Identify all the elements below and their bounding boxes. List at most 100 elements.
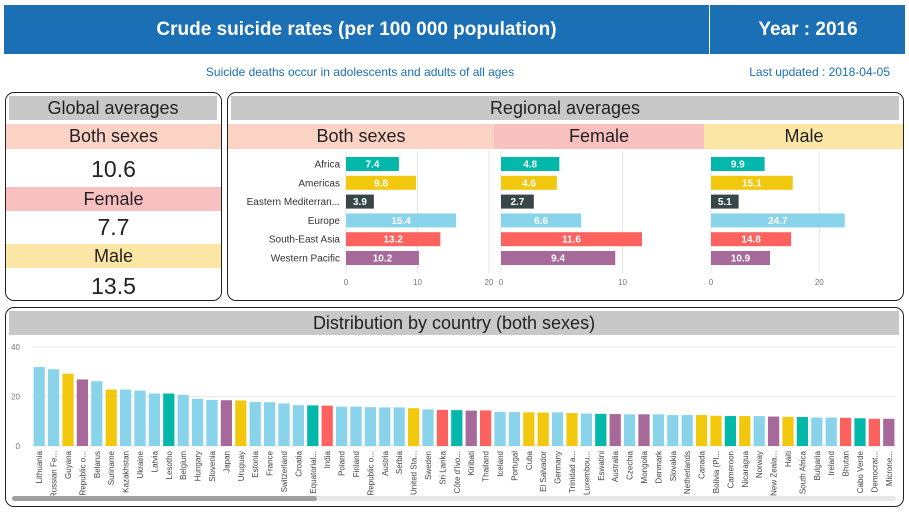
country-bar-21[interactable] xyxy=(335,406,348,446)
country-bar-16[interactable] xyxy=(263,402,276,446)
country-bar-31[interactable] xyxy=(479,410,492,446)
country-bar-43[interactable] xyxy=(652,414,665,446)
bar-male-4[interactable] xyxy=(711,232,792,247)
country-bar-58[interactable] xyxy=(868,418,881,446)
bar-both-5[interactable] xyxy=(346,251,419,265)
country-label-57: Cabo Verde xyxy=(856,450,865,493)
country-bar-37[interactable] xyxy=(566,413,578,446)
bar-both-3[interactable] xyxy=(346,213,457,228)
country-bar-41[interactable] xyxy=(623,414,636,446)
country-bar-45[interactable] xyxy=(681,415,693,446)
country-bar-50[interactable] xyxy=(753,416,765,446)
country-bar-40[interactable] xyxy=(609,414,621,446)
country-bar-29[interactable] xyxy=(451,410,463,446)
tick-label-both-0: 0 xyxy=(344,278,349,287)
country-bar-24[interactable] xyxy=(379,407,391,446)
country-bar-44[interactable] xyxy=(667,415,679,446)
country-bar-13[interactable] xyxy=(220,400,233,446)
country-bar-32[interactable] xyxy=(494,411,506,446)
country-bar-56[interactable] xyxy=(839,417,852,446)
country-bar-25[interactable] xyxy=(393,407,405,446)
country-bar-6[interactable] xyxy=(119,389,132,446)
bar-female-2[interactable] xyxy=(501,194,534,209)
bar-female-1[interactable] xyxy=(501,175,557,190)
global-male-label: Male xyxy=(6,244,221,268)
country-bar-22[interactable] xyxy=(350,406,362,446)
last-updated: Last updated : 2018-04-05 xyxy=(749,65,890,79)
bar-female-5[interactable] xyxy=(501,251,616,265)
bar-female-3[interactable] xyxy=(501,213,582,228)
country-bar-27[interactable] xyxy=(422,409,434,446)
country-bar-12[interactable] xyxy=(206,399,218,446)
country-label-22: Finland xyxy=(352,451,361,477)
bar-female-0[interactable] xyxy=(501,157,560,171)
country-bar-48[interactable] xyxy=(724,416,737,446)
country-bar-52[interactable] xyxy=(782,416,794,446)
country-bar-33[interactable] xyxy=(508,412,521,446)
country-label-54: Bulgaria xyxy=(813,450,822,480)
country-bar-9[interactable] xyxy=(163,393,175,446)
country-label-45: Netherlands xyxy=(683,451,692,494)
country-bar-19[interactable] xyxy=(307,405,319,446)
country-bar-59[interactable] xyxy=(883,418,895,446)
country-bar-2[interactable] xyxy=(62,373,74,446)
bar-value-male-2: 5.1 xyxy=(718,197,732,208)
bar-value-both-5: 10.2 xyxy=(373,254,393,265)
bar-male-3[interactable] xyxy=(711,213,845,228)
bar-value-female-1: 4.6 xyxy=(522,178,536,189)
bar-male-1[interactable] xyxy=(711,175,793,190)
country-bar-4[interactable] xyxy=(91,381,103,446)
country-bar-30[interactable] xyxy=(465,410,477,446)
country-bar-38[interactable] xyxy=(580,413,593,446)
country-bar-42[interactable] xyxy=(638,414,650,446)
bar-both-4[interactable] xyxy=(346,232,441,247)
country-bar-55[interactable] xyxy=(825,417,837,446)
country-bar-57[interactable] xyxy=(854,418,866,446)
country-bar-28[interactable] xyxy=(436,409,449,446)
country-bar-23[interactable] xyxy=(364,407,377,446)
country-label-21: Poland xyxy=(338,451,347,476)
country-bar-18[interactable] xyxy=(292,405,305,446)
country-bar-15[interactable] xyxy=(249,401,261,446)
tick-label-male-1: 20 xyxy=(815,278,824,287)
country-label-6: Kazakhstan xyxy=(122,451,131,493)
country-bar-8[interactable] xyxy=(148,393,161,446)
bar-both-0[interactable] xyxy=(346,157,399,171)
bar-male-2[interactable] xyxy=(711,194,739,209)
country-bar-11[interactable] xyxy=(191,398,204,446)
bar-both-2[interactable] xyxy=(346,194,374,209)
country-bar-35[interactable] xyxy=(537,412,549,446)
country-label-58: Democrat... xyxy=(870,451,879,492)
country-bar-0[interactable] xyxy=(33,367,45,446)
country-bar-53[interactable] xyxy=(796,417,809,446)
country-bar-17[interactable] xyxy=(278,403,290,446)
country-bar-47[interactable] xyxy=(710,415,722,446)
country-bar-7[interactable] xyxy=(134,390,146,446)
country-bar-46[interactable] xyxy=(695,415,708,446)
country-bar-5[interactable] xyxy=(105,389,117,446)
country-bar-10[interactable] xyxy=(177,394,189,446)
bar-both-1[interactable] xyxy=(346,175,417,190)
country-bar-20[interactable] xyxy=(321,405,333,446)
country-bar-49[interactable] xyxy=(739,416,751,446)
header-bar: Crude suicide rates (per 100 000 populat… xyxy=(4,5,905,54)
country-bar-3[interactable] xyxy=(76,379,89,446)
horizontal-scrollbar[interactable] xyxy=(12,496,896,501)
country-bar-36[interactable] xyxy=(551,412,564,446)
country-bar-14[interactable] xyxy=(235,400,247,446)
country-label-9: Lesotho xyxy=(165,450,174,479)
country-label-59: Microne... xyxy=(885,451,894,486)
country-bar-1[interactable] xyxy=(47,369,60,446)
bar-male-5[interactable] xyxy=(711,251,771,265)
bar-male-0[interactable] xyxy=(711,157,765,171)
country-label-1: Russian Fe... xyxy=(50,451,59,498)
country-bar-26[interactable] xyxy=(407,408,420,446)
country-bar-39[interactable] xyxy=(595,413,607,446)
distribution-panel: Distribution by country (both sexes) 0 20… xyxy=(5,307,904,507)
scrollbar-thumb[interactable] xyxy=(12,496,317,501)
region-label-5: Western Pacific xyxy=(271,254,340,265)
country-bar-51[interactable] xyxy=(767,416,780,446)
country-bar-34[interactable] xyxy=(523,412,535,446)
country-bar-54[interactable] xyxy=(811,417,823,446)
bar-female-4[interactable] xyxy=(501,232,642,247)
